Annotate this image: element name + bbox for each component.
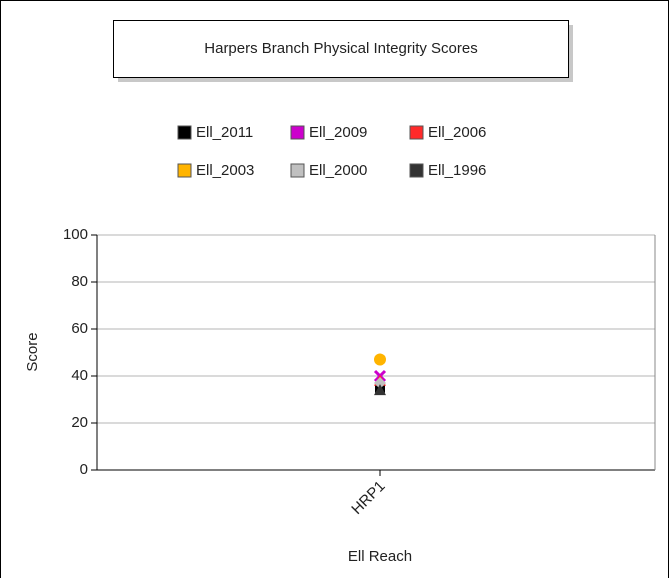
y-axis-title: Score	[24, 332, 41, 371]
legend-label: Ell_2011	[196, 124, 253, 141]
point	[374, 377, 386, 390]
legend-swatch	[177, 163, 192, 178]
legend-label: Ell_2000	[309, 162, 367, 179]
legend-label: Ell_2009	[309, 124, 367, 141]
legend-label: Ell_1996	[428, 162, 486, 179]
legend-swatch	[290, 163, 305, 178]
legend-swatch	[290, 125, 305, 140]
point	[374, 384, 386, 396]
title-box	[113, 20, 569, 78]
y-tick-label: 80	[71, 273, 88, 290]
x-axis-title: Ell Reach	[348, 548, 412, 565]
y-tick-label: 40	[71, 367, 88, 384]
y-tick-label: 60	[71, 320, 88, 337]
chart-title: Harpers Branch Physical Integrity Scores	[204, 40, 477, 57]
y-tick-label: 100	[63, 226, 88, 243]
legend-label: Ell_2006	[428, 124, 486, 141]
point	[374, 353, 386, 366]
legend-swatch	[409, 125, 424, 140]
y-tick-label: 20	[71, 414, 88, 431]
legend-swatch	[409, 163, 424, 178]
legend-swatch	[177, 125, 192, 140]
y-tick-label: 0	[80, 461, 88, 478]
legend-label: Ell_2003	[196, 162, 254, 179]
